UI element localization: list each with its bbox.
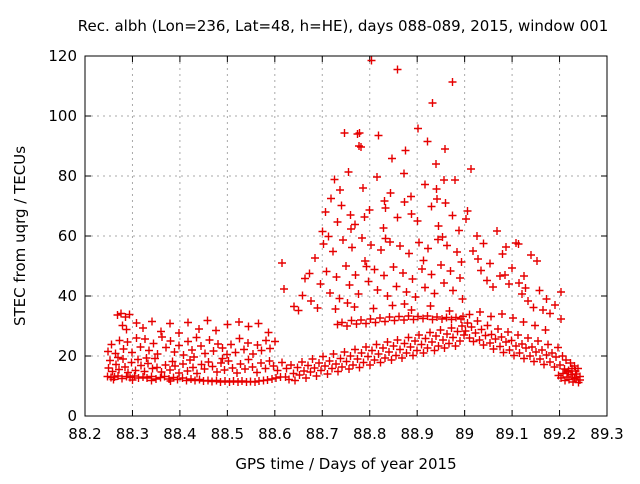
svg-text:20: 20 [58, 347, 77, 365]
svg-text:88.4: 88.4 [163, 425, 196, 443]
svg-text:88.6: 88.6 [258, 425, 291, 443]
y-tick-labels: 0 20 40 60 80 100 120 [48, 47, 77, 425]
svg-text:88.7: 88.7 [306, 425, 339, 443]
svg-text:80: 80 [58, 167, 77, 185]
svg-text:88.8: 88.8 [353, 425, 386, 443]
svg-text:0: 0 [67, 407, 77, 425]
chart-title: Rec. albh (Lon=236, Lat=48, h=HE), days … [78, 17, 609, 35]
svg-text:88.9: 88.9 [400, 425, 433, 443]
svg-text:88.5: 88.5 [211, 425, 244, 443]
svg-text:89.2: 89.2 [543, 425, 576, 443]
svg-text:89.3: 89.3 [590, 425, 623, 443]
svg-text:100: 100 [48, 107, 77, 125]
plot-border [84, 55, 608, 417]
scatter-series [103, 56, 584, 387]
svg-text:89: 89 [455, 425, 474, 443]
svg-text:60: 60 [58, 227, 77, 245]
x-tick-labels: 88.2 88.3 88.4 88.5 88.6 88.7 88.8 88.9 89 89.1 89… [68, 425, 623, 443]
svg-text:88.2: 88.2 [68, 425, 101, 443]
x-axis-label: GPS time / Days of year 2015 [235, 455, 456, 473]
svg-text:88.3: 88.3 [116, 425, 149, 443]
y-axis-label: STEC from uqrg / TECUs [11, 146, 29, 326]
svg-text:40: 40 [58, 287, 77, 305]
svg-text:89.1: 89.1 [495, 425, 528, 443]
svg-text:120: 120 [48, 47, 77, 65]
